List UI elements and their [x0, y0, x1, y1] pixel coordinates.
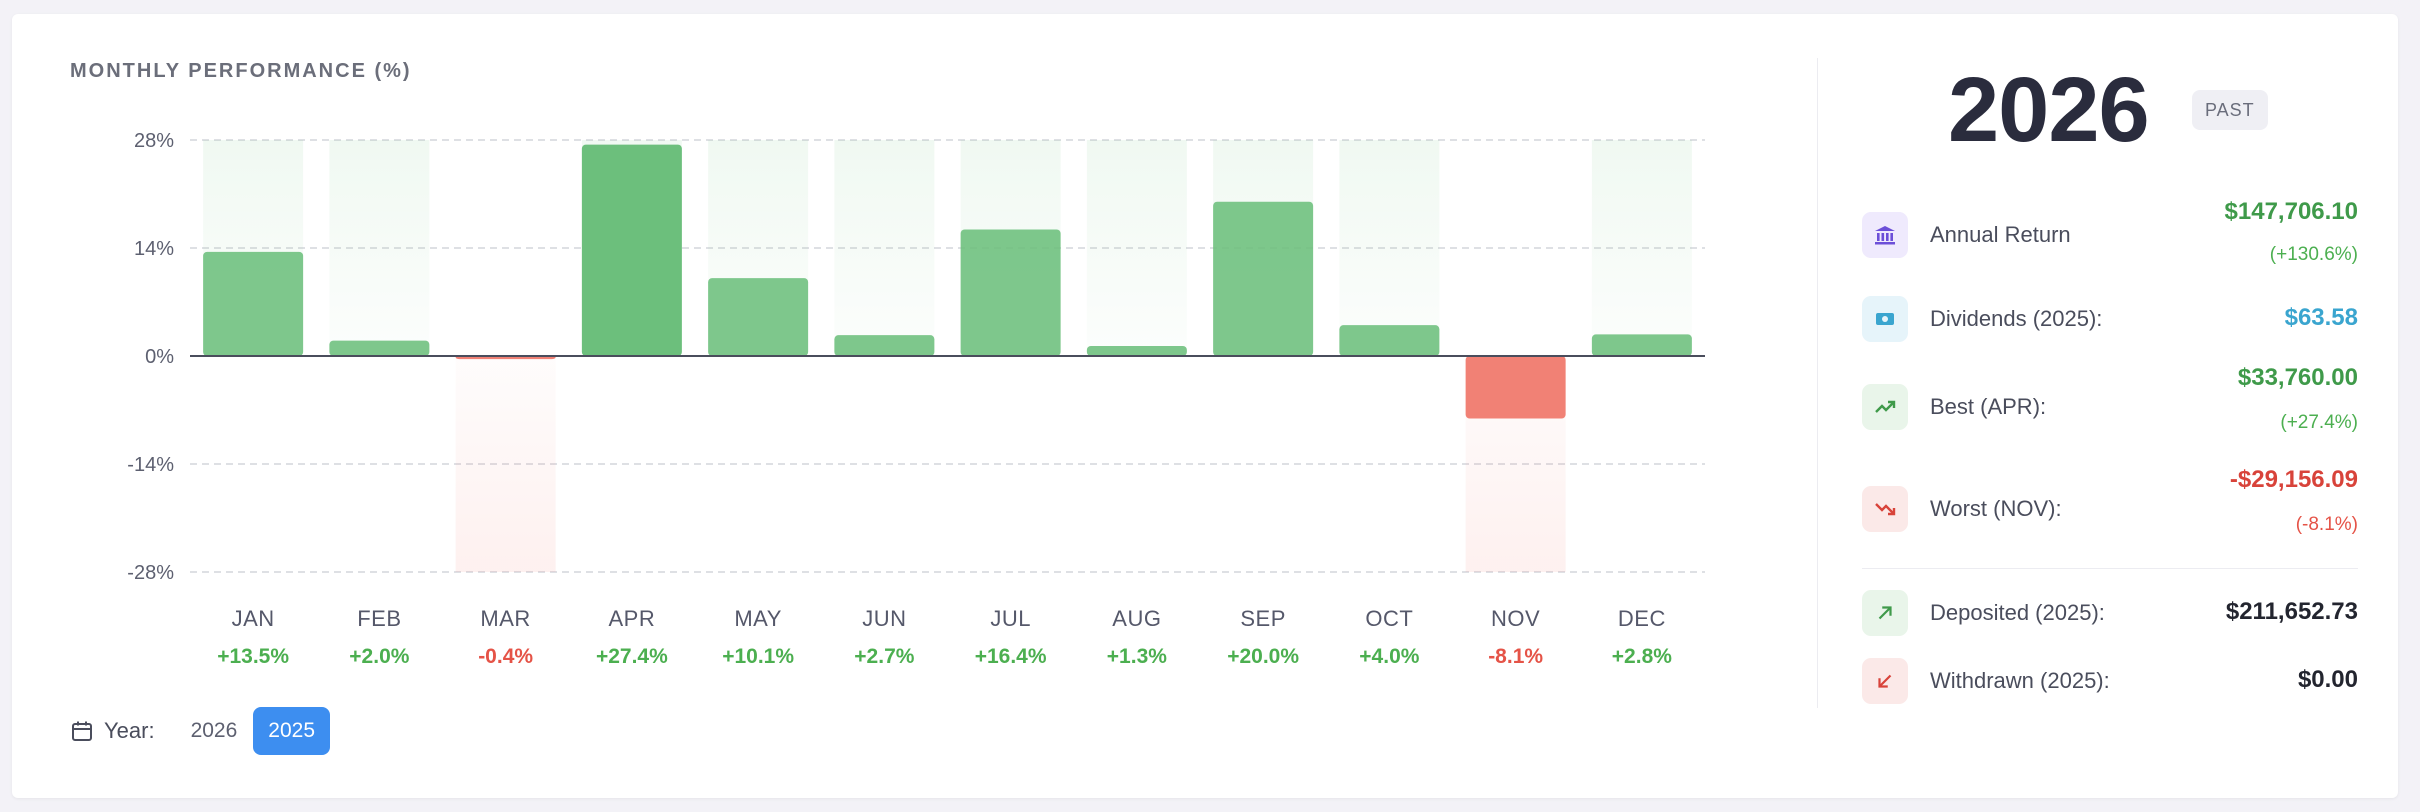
- bar-background: [1339, 140, 1440, 356]
- bank-icon: [1862, 212, 1908, 258]
- trend-up-icon: [1862, 384, 1908, 430]
- data-label: +2.7%: [854, 645, 914, 668]
- bar: [1086, 345, 1187, 356]
- cash-icon: [1862, 296, 1908, 342]
- bar-background: [329, 140, 430, 356]
- chart-title: MONTHLY PERFORMANCE (%): [70, 60, 412, 82]
- best-value: $33,760.00: [2237, 364, 2358, 391]
- bar-background: [1591, 140, 1692, 356]
- x-tick-label: MAR: [480, 606, 530, 631]
- x-tick-label: FEB: [357, 606, 401, 631]
- annual-return-label: Annual Return: [1930, 222, 2071, 247]
- stat-dividends: Dividends (2025): $63.58: [1862, 296, 2358, 346]
- data-label: +2.8%: [1612, 645, 1672, 668]
- x-tick-label: AUG: [1112, 606, 1161, 631]
- data-label: -8.1%: [1488, 645, 1543, 668]
- x-tick-label: JUN: [862, 606, 906, 631]
- bar: [1213, 201, 1314, 356]
- worst-label: Worst (NOV):: [1930, 496, 2062, 521]
- dividends-value: $63.58: [2284, 304, 2358, 331]
- data-label: +13.5%: [217, 645, 289, 668]
- stat-annual-return: Annual Return $147,706.10 (+130.6%): [1862, 196, 2358, 276]
- year-option-2026[interactable]: 2026: [190, 719, 238, 742]
- x-tick-label: MAY: [734, 606, 782, 631]
- annual-return-percent: (+130.6%): [2269, 244, 2358, 265]
- x-tick-label: DEC: [1618, 606, 1666, 631]
- x-tick-label: JUL: [990, 606, 1031, 631]
- summary-year: 2026: [1948, 59, 2150, 161]
- stat-best: Best (APR): $33,760.00 (+27.4%): [1862, 364, 2358, 444]
- bar: [708, 278, 809, 356]
- withdrawn-value: $0.00: [2297, 666, 2358, 693]
- arrow-down-left-icon: [1862, 658, 1908, 704]
- data-label: +27.4%: [596, 645, 668, 668]
- bar-background: [455, 356, 556, 572]
- x-tick-label: APR: [609, 606, 656, 631]
- annual-return-value: $147,706.10: [2224, 198, 2358, 225]
- data-label: -0.4%: [478, 645, 533, 668]
- bar: [581, 144, 682, 356]
- x-tick-label: SEP: [1240, 606, 1286, 631]
- bar: [1465, 356, 1566, 419]
- y-tick-label: 28%: [134, 130, 174, 152]
- bar-background: [1086, 140, 1187, 356]
- panel-divider: [1817, 58, 1818, 708]
- calendar-icon: [72, 721, 92, 741]
- bar: [329, 340, 430, 356]
- y-tick-label: -14%: [127, 454, 174, 476]
- bar: [1339, 325, 1440, 356]
- worst-value: -$29,156.09: [2229, 466, 2358, 493]
- trend-down-icon: [1862, 486, 1908, 532]
- arrow-up-right-icon: [1862, 590, 1908, 636]
- worst-percent: (-8.1%): [2295, 514, 2358, 535]
- stat-withdrawn: Withdrawn (2025): $0.00: [1862, 658, 2358, 708]
- best-percent: (+27.4%): [2280, 412, 2358, 433]
- year-picker: Year: 2026 2025: [70, 706, 332, 756]
- x-tick-label: NOV: [1491, 606, 1540, 631]
- bar: [1591, 334, 1692, 356]
- monthly-performance-chart: 28% 14% 0% -14% -28% JAN +13.5% FEB +2.0% MAR -0.4…: [127, 130, 1705, 668]
- bar-background: [834, 140, 935, 356]
- data-label: +1.3%: [1107, 645, 1167, 668]
- deposited-value: $211,652.73: [2225, 598, 2358, 625]
- withdrawn-label: Withdrawn (2025):: [1930, 668, 2110, 693]
- stat-deposited: Deposited (2025): $211,652.73: [1862, 590, 2358, 640]
- stat-worst: Worst (NOV): -$29,156.09 (-8.1%): [1862, 466, 2358, 546]
- y-tick-label: 0%: [145, 346, 174, 368]
- x-tick-label: OCT: [1365, 606, 1413, 631]
- summary-divider: [1862, 568, 2358, 569]
- deposited-label: Deposited (2025):: [1930, 600, 2105, 625]
- data-label: +2.0%: [349, 645, 409, 668]
- bar: [834, 335, 935, 356]
- year-label: Year:: [104, 718, 155, 743]
- y-tick-label: -28%: [127, 562, 174, 584]
- y-tick-label: 14%: [134, 238, 174, 260]
- year-option-2025[interactable]: 2025: [253, 707, 331, 755]
- bar: [960, 229, 1061, 356]
- past-badge: PAST: [2192, 90, 2268, 130]
- data-label: +10.1%: [722, 645, 794, 668]
- data-label: +16.4%: [975, 645, 1047, 668]
- data-label: +4.0%: [1359, 645, 1419, 668]
- data-label: +20.0%: [1227, 645, 1299, 668]
- bar: [203, 251, 304, 356]
- best-label: Best (APR):: [1930, 394, 2047, 419]
- x-tick-label: JAN: [232, 606, 275, 631]
- dividends-label: Dividends (2025):: [1930, 306, 2103, 331]
